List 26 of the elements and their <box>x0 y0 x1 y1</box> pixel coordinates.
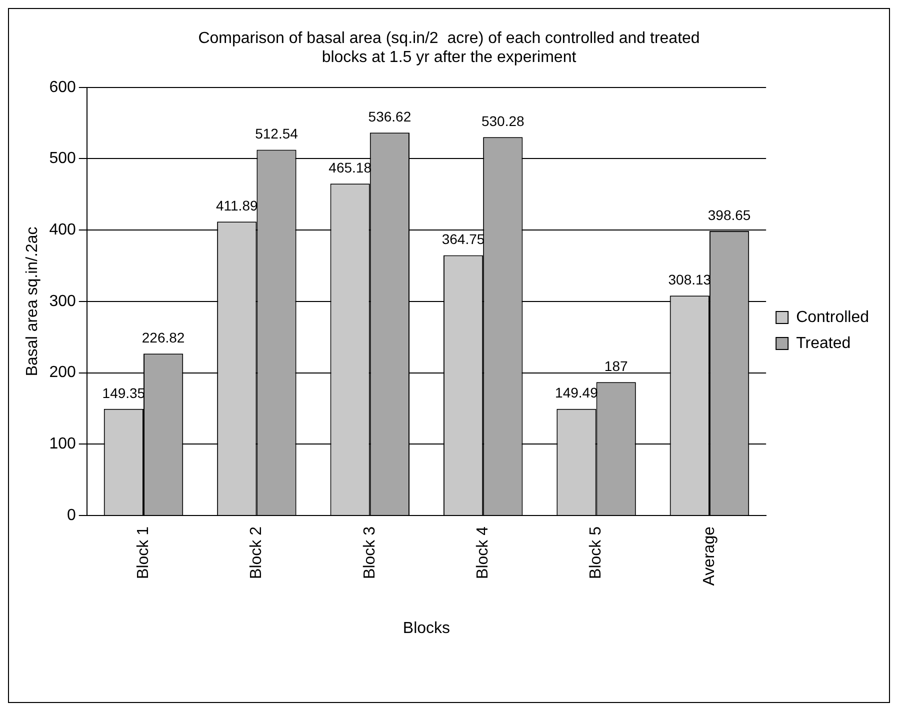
x-tick-label: Block 4 <box>474 526 492 579</box>
chart-title: Comparison of basal area (sq.in/2 acre) of each controlled and treated blocks at 1.5 yr after the experiment <box>198 30 700 66</box>
data-label: 530.28 <box>481 113 525 130</box>
data-label: 536.62 <box>368 108 412 124</box>
x-axis-title: Blocks <box>402 620 450 637</box>
data-label: 398.65 <box>708 206 751 223</box>
y-tick-label: 500 <box>49 150 76 168</box>
x-tick-label: Block 2 <box>248 526 266 579</box>
data-label: 411.89 <box>216 197 258 214</box>
y-tick-label: 0 <box>66 506 76 524</box>
y-tick-label: 300 <box>49 292 76 310</box>
y-tick-label: 600 <box>49 78 76 96</box>
x-tick-label: Block 5 <box>588 526 605 579</box>
data-label: 512.54 <box>255 126 298 142</box>
y-tick-label: 100 <box>49 436 76 453</box>
y-tick-label: 200 <box>49 364 76 382</box>
x-tick-label: Block 3 <box>361 526 378 579</box>
legend-label: Controlled <box>796 308 870 326</box>
legend-label: Treated <box>796 334 851 352</box>
data-label: 187 <box>604 358 628 374</box>
data-label: 149.35 <box>102 384 146 401</box>
y-tick-label: 400 <box>49 222 76 239</box>
x-tick-label: Block 1 <box>134 526 152 579</box>
x-tick-label: Average <box>700 526 718 586</box>
data-label: 226.82 <box>142 330 185 346</box>
y-axis-title: Basal area sq.in/.2ac <box>24 226 42 376</box>
